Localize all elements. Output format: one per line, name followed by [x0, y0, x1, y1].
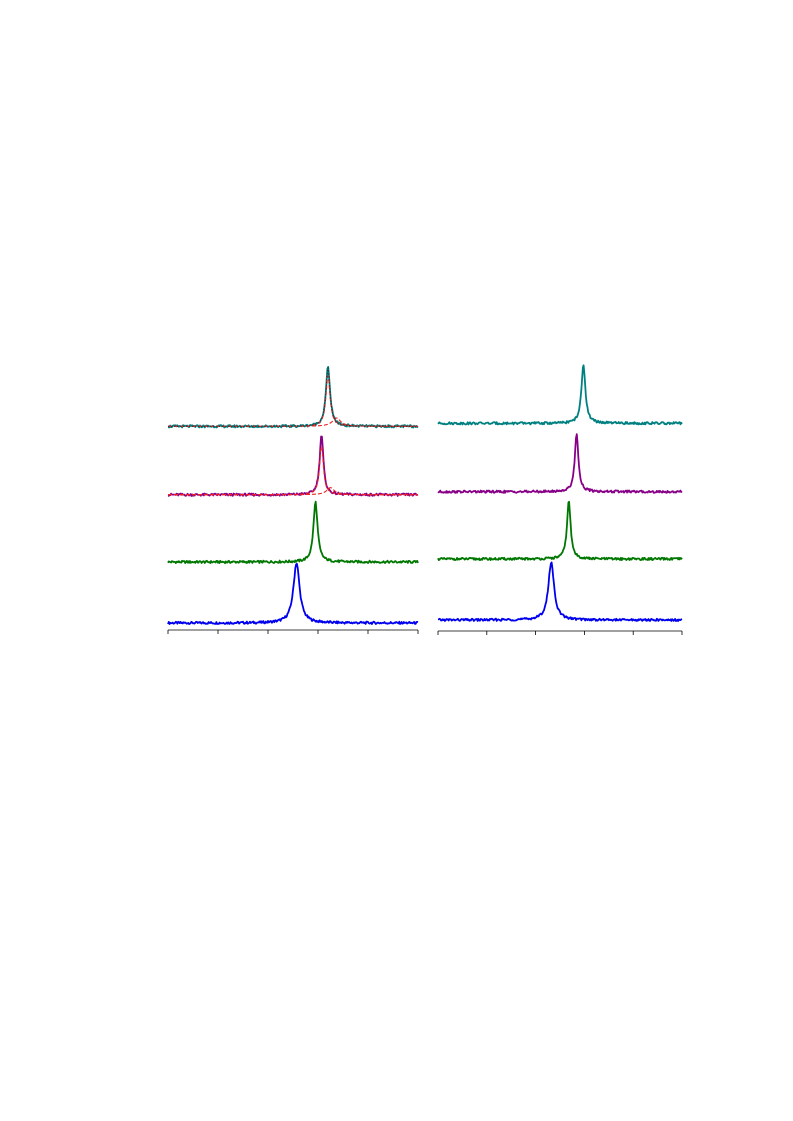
spectrum-line [167, 435, 419, 497]
spectrum-line [167, 365, 419, 429]
spectrum-line [167, 500, 419, 565]
spectrum-line [167, 562, 419, 625]
fit-component-line [168, 374, 418, 427]
spectrum-line [437, 433, 683, 494]
spectrum-line [437, 500, 683, 561]
left-panel [167, 365, 419, 634]
spectrum-line [437, 561, 683, 622]
fit-component-line [168, 367, 418, 427]
fit-component-line [168, 446, 418, 496]
spectrum-line [437, 364, 683, 426]
right-panel [437, 364, 683, 635]
fit-component-line [168, 487, 418, 496]
